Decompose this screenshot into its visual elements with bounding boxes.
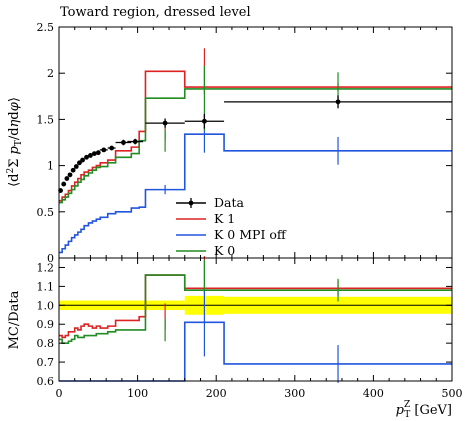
- y-tick-label: 1.5: [37, 113, 55, 126]
- legend-label-data: Data: [214, 195, 244, 210]
- x-axis-label: pZ T [GeV]: [396, 400, 452, 420]
- data-point: [77, 160, 82, 166]
- x-tick-label: 300: [284, 387, 305, 400]
- series-k-1-line: [59, 70, 452, 202]
- data-point: [95, 150, 101, 156]
- y-tick-label: 2.5: [37, 21, 55, 34]
- y-tick-label: 1.1: [37, 280, 55, 293]
- series-k-0-line: [59, 88, 452, 204]
- x-tick-label: 100: [127, 387, 148, 400]
- y-tick-label: 0.5: [37, 206, 55, 219]
- data-point: [88, 153, 93, 158]
- y-tick-label: 0.6: [37, 375, 55, 388]
- main-ylabel: ⟨d2Σ pT/dηdφ⟩: [6, 97, 24, 187]
- plot-frame: [58, 257, 453, 382]
- chart-title: Toward region, dressed level: [60, 5, 251, 20]
- data-point: [64, 176, 70, 181]
- data-point: [91, 151, 97, 156]
- legend-marker: [188, 200, 194, 206]
- y-tick-label: 0.8: [37, 337, 55, 350]
- series-k-0-mpi-off-line: [59, 133, 452, 254]
- series-k-1-line: [59, 274, 452, 339]
- data-point: [109, 145, 115, 151]
- data-point: [121, 140, 126, 145]
- y-tick-label: 1.0: [37, 299, 55, 312]
- data-point: [101, 147, 107, 153]
- data-point: [70, 167, 76, 173]
- legend-label-k-1: K 1: [214, 211, 235, 226]
- data-point: [67, 172, 73, 178]
- y-tick-label: 1.2: [37, 261, 55, 274]
- series-k-0-mpi-off-line: [59, 321, 452, 382]
- y-tick-label: 0.7: [37, 356, 55, 369]
- data-point: [132, 139, 138, 144]
- ratio-panel: 0.6 0.7 0.8 0.9 1.0 1.1 1.2 0 100 200 300 400 500: [37, 256, 463, 400]
- y-tick-label: 1: [47, 160, 54, 173]
- y-tick-label: 0.9: [37, 318, 55, 331]
- data-point: [84, 154, 89, 160]
- x-tick-label: 0: [56, 387, 63, 400]
- data-point: [73, 164, 79, 169]
- y-tick-label: 2: [47, 67, 54, 80]
- data-point: [80, 157, 85, 163]
- data-point: [162, 120, 168, 126]
- ratio-ylabel: MC/Data: [7, 290, 22, 349]
- data-point: [202, 118, 207, 124]
- data-point: [335, 99, 341, 105]
- x-tick-label: 200: [206, 387, 227, 400]
- x-tick-label: 500: [442, 387, 463, 400]
- x-tick-label: 400: [363, 387, 384, 400]
- y-tick-label: 0: [47, 252, 54, 265]
- series-k-0-line: [59, 274, 452, 344]
- legend-label-k-0: K 0: [214, 243, 235, 258]
- legend-label-k-0-mpi-off: K 0 MPI off: [214, 227, 287, 242]
- data-point: [61, 181, 67, 187]
